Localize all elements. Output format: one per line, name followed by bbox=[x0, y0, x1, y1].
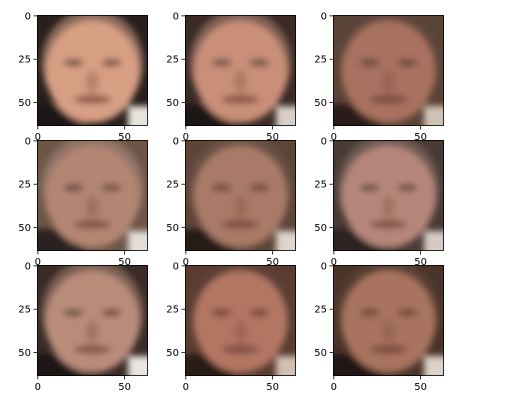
y-tick-label: 25 bbox=[314, 55, 327, 66]
face-image bbox=[185, 265, 296, 376]
x-tick-label: 50 bbox=[118, 257, 131, 268]
axes-frame bbox=[185, 15, 296, 126]
face-panel-4: 0 50 0 25 50 bbox=[18, 136, 148, 268]
axes-frame bbox=[333, 140, 444, 251]
face-panel-1: 0 50 0 25 50 bbox=[18, 11, 148, 143]
face-panel-3: 0 50 0 25 50 bbox=[314, 11, 444, 143]
face-image bbox=[333, 140, 444, 251]
face-image bbox=[37, 265, 148, 376]
x-tick-label: 0 bbox=[183, 257, 189, 268]
axes-frame bbox=[37, 265, 148, 376]
x-tick-label: 50 bbox=[266, 257, 279, 268]
axes-frame bbox=[37, 15, 148, 126]
y-tick-label: 50 bbox=[314, 348, 327, 359]
y-tick-label: 50 bbox=[18, 348, 31, 359]
face-panel-7: 0 50 0 25 50 bbox=[18, 261, 148, 393]
axes-frame bbox=[333, 265, 444, 376]
y-tick-label: 50 bbox=[166, 223, 179, 234]
face-panel-2: 0 50 0 25 50 bbox=[166, 11, 296, 143]
y-tick-label: 0 bbox=[321, 261, 327, 272]
y-tick-label: 0 bbox=[173, 136, 179, 147]
y-tick-label: 50 bbox=[166, 98, 179, 109]
y-tick-label: 25 bbox=[18, 180, 31, 191]
x-tick-label: 0 bbox=[183, 132, 189, 143]
y-tick-label: 50 bbox=[166, 348, 179, 359]
face-image bbox=[185, 140, 296, 251]
face-image bbox=[37, 140, 148, 251]
x-tick-label: 50 bbox=[414, 132, 427, 143]
y-tick-label: 25 bbox=[166, 180, 179, 191]
y-tick-label: 25 bbox=[166, 55, 179, 66]
y-tick-label: 0 bbox=[25, 136, 31, 147]
x-tick-label: 0 bbox=[331, 382, 337, 393]
axes-frame bbox=[185, 265, 296, 376]
face-image bbox=[185, 15, 296, 126]
x-tick-label: 0 bbox=[35, 132, 41, 143]
x-tick-label: 50 bbox=[266, 132, 279, 143]
face-image bbox=[37, 15, 148, 126]
x-tick-label: 50 bbox=[118, 382, 131, 393]
face-panel-9: 0 50 0 25 50 bbox=[314, 261, 444, 393]
face-image bbox=[333, 265, 444, 376]
y-tick-label: 25 bbox=[314, 305, 327, 316]
face-panel-5: 0 50 0 25 50 bbox=[166, 136, 296, 268]
axes-frame bbox=[185, 140, 296, 251]
face-panel-6: 0 50 0 25 50 bbox=[314, 136, 444, 268]
x-tick-label: 50 bbox=[414, 382, 427, 393]
x-tick-label: 0 bbox=[331, 132, 337, 143]
y-tick-label: 25 bbox=[18, 55, 31, 66]
x-tick-label: 0 bbox=[35, 257, 41, 268]
x-tick-label: 0 bbox=[35, 382, 41, 393]
y-tick-label: 0 bbox=[321, 11, 327, 22]
x-tick-label: 50 bbox=[118, 132, 131, 143]
y-tick-label: 50 bbox=[314, 223, 327, 234]
y-tick-label: 25 bbox=[166, 305, 179, 316]
y-tick-label: 0 bbox=[173, 261, 179, 272]
y-tick-label: 25 bbox=[314, 180, 327, 191]
x-tick-label: 50 bbox=[266, 382, 279, 393]
y-tick-label: 0 bbox=[25, 11, 31, 22]
y-tick-label: 0 bbox=[173, 11, 179, 22]
y-tick-label: 25 bbox=[18, 305, 31, 316]
y-tick-label: 50 bbox=[18, 98, 31, 109]
x-tick-label: 0 bbox=[331, 257, 337, 268]
y-tick-label: 0 bbox=[321, 136, 327, 147]
face-image bbox=[333, 15, 444, 126]
face-panel-8: 0 50 0 25 50 bbox=[166, 261, 296, 393]
x-tick-label: 0 bbox=[183, 382, 189, 393]
y-tick-label: 50 bbox=[18, 223, 31, 234]
x-tick-label: 50 bbox=[414, 257, 427, 268]
axes-frame bbox=[37, 140, 148, 251]
axes-frame bbox=[333, 15, 444, 126]
y-tick-label: 0 bbox=[25, 261, 31, 272]
y-tick-label: 50 bbox=[314, 98, 327, 109]
